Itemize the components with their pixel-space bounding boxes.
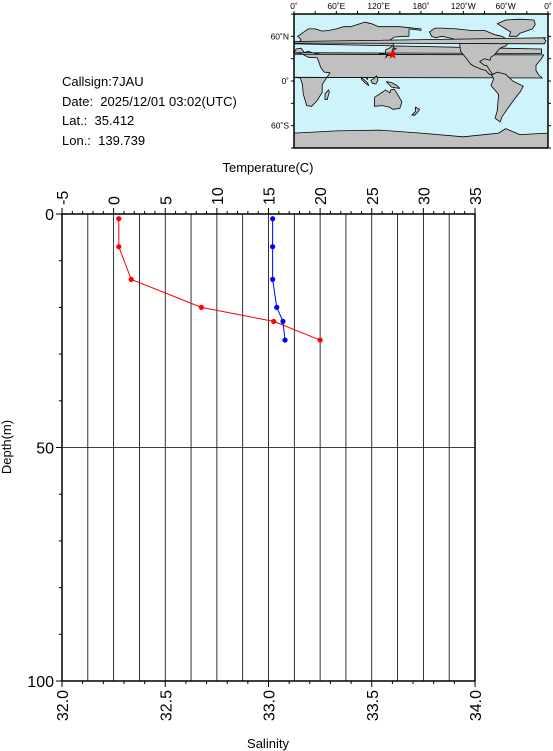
salinity-data-point <box>270 244 276 250</box>
world-map: 0˚ 60˚E 120˚E 180˚ 120˚W 60˚W 0˚ 60˚N 0˚ 60˚S <box>271 1 552 149</box>
star-marker <box>387 49 398 59</box>
landmass-sumatra <box>360 76 370 86</box>
map-lon-label: 0˚ <box>290 1 298 11</box>
temperature-tick-label: 5 <box>158 196 175 205</box>
salinity-tick-label: 33.5 <box>365 690 382 721</box>
map-lat-label: 0˚ <box>281 76 289 86</box>
landmass-new-guinea <box>385 81 401 89</box>
map-lon-label: 0˚ <box>544 1 552 11</box>
date-text: Date: 2025/12/01 03:02(UTC) <box>62 93 237 109</box>
temperature-tick-label: 0 <box>107 196 124 205</box>
temperature-data-point <box>116 216 122 222</box>
station-info: Callsign:7JAU Date: 2025/12/01 03:02(UTC… <box>62 72 237 150</box>
lat-text: Lat.: 35.412 <box>62 113 135 128</box>
map-lat-label: 60˚S <box>271 121 289 131</box>
salinity-data-point <box>270 276 276 282</box>
map-lon-label: 60˚E <box>327 1 345 11</box>
landmass-madagascar <box>324 89 330 100</box>
grid <box>62 214 475 681</box>
salinity-tick-label: 32.0 <box>55 690 72 721</box>
salinity-data-point <box>270 216 276 222</box>
temperature-tick-label: 30 <box>416 187 433 205</box>
temperature-data-point <box>198 304 204 310</box>
depth-tick-label: 0 <box>45 207 54 224</box>
temperature-data-point <box>271 318 277 325</box>
depth-tick-label: 50 <box>36 441 54 458</box>
landmass-australia <box>373 88 403 110</box>
salinity-data-point <box>282 337 288 343</box>
salinity-axis-label: Salinity <box>247 736 289 751</box>
salinity-tick-label: 32.5 <box>158 690 175 721</box>
map-lon-label: 180˚ <box>412 1 429 11</box>
map-labels: 0˚ 60˚E 120˚E 180˚ 120˚W 60˚W 0˚ 60˚N 0˚ 60˚S <box>271 1 552 131</box>
depth-axis-label: Depth(m) <box>0 420 14 474</box>
temperature-data-point <box>128 276 134 282</box>
map-lat-label: 60˚N <box>271 31 289 41</box>
station-marker <box>387 49 398 59</box>
temperature-data-point <box>317 337 323 343</box>
landmass-new-zealand <box>411 106 421 116</box>
temperature-tick-label: 25 <box>365 187 382 205</box>
temperature-tick-label: 35 <box>468 187 485 205</box>
landmass-greenland <box>496 18 536 37</box>
temperature-profile-line <box>118 218 321 341</box>
series-layer <box>116 216 323 343</box>
temperature-data-point <box>116 244 122 250</box>
temperature-axis-label: Temperature(C) <box>222 160 313 175</box>
landmass-borneo <box>370 75 379 85</box>
salinity-tick-label: 34.0 <box>468 690 485 721</box>
landmass-south-america <box>490 71 524 123</box>
map-lon-label: 120˚E <box>367 1 390 11</box>
map-lon-label: 120˚W <box>451 1 476 11</box>
salinity-data-point <box>274 304 280 310</box>
salinity-tick-label: 33.0 <box>262 690 279 721</box>
temperature-tick-label: 20 <box>313 187 330 205</box>
lon-text: Lon.: 139.739 <box>62 132 146 148</box>
depth-tick-label: 100 <box>27 674 54 691</box>
temperature-tick-label: 15 <box>262 187 279 205</box>
map-land <box>293 18 549 149</box>
map-lon-label: 60˚W <box>496 1 516 11</box>
temperature-tick-label: 10 <box>210 187 227 205</box>
salinity-data-point <box>280 318 286 325</box>
plot-frame <box>61 213 476 682</box>
map-frame <box>293 13 549 149</box>
salinity-profile-line <box>272 218 286 341</box>
callsign-text: Callsign:7JAU <box>62 74 144 89</box>
temperature-tick-label: -5 <box>55 191 72 205</box>
